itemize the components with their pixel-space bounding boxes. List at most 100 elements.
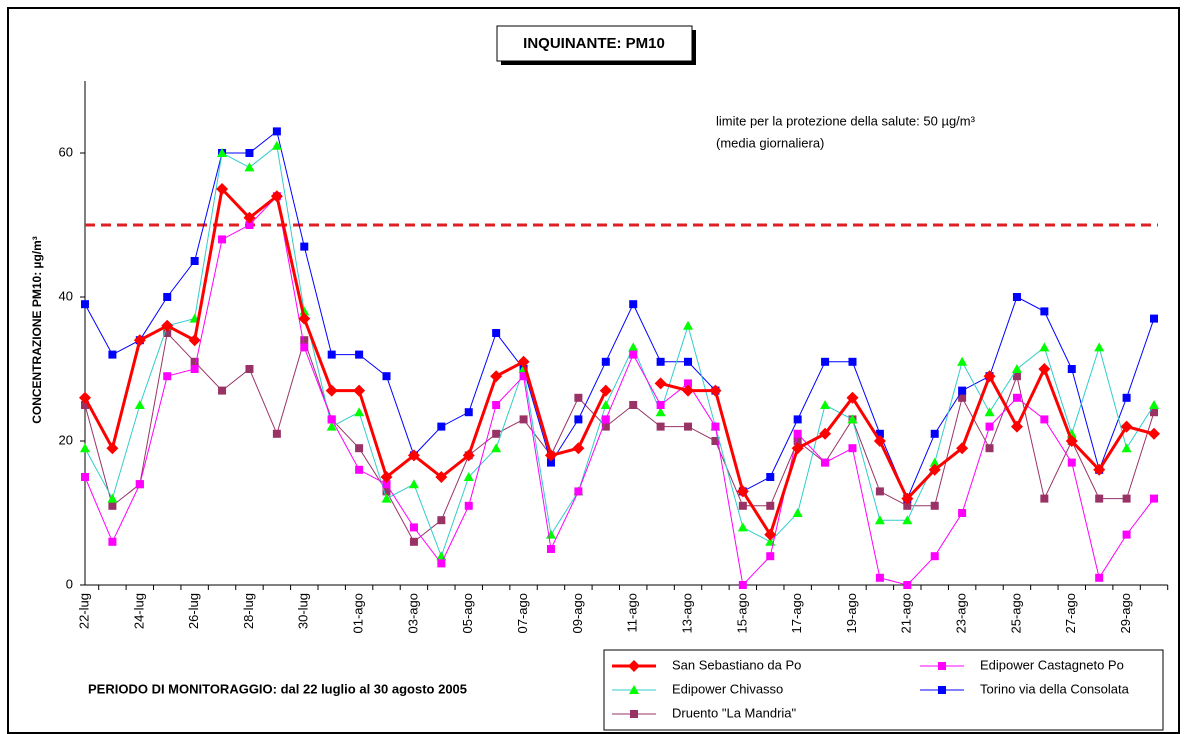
x-tick-label: 19-ago <box>844 593 859 633</box>
data-point <box>1122 393 1131 402</box>
data-point <box>135 480 144 489</box>
data-point <box>957 356 968 366</box>
data-point <box>464 408 473 417</box>
data-point <box>190 357 199 366</box>
data-point <box>766 501 775 510</box>
x-tick-label: 13-ago <box>679 593 694 633</box>
data-point <box>463 472 474 481</box>
data-point <box>300 336 309 345</box>
x-tick-label: 26-lug <box>186 593 201 629</box>
data-point <box>381 493 392 503</box>
data-point <box>902 515 913 525</box>
data-point <box>407 449 420 462</box>
data-point <box>107 493 118 503</box>
data-point <box>382 372 391 381</box>
data-point <box>190 257 199 265</box>
data-point <box>382 487 391 496</box>
data-point <box>245 365 254 373</box>
data-point <box>380 471 393 483</box>
data-point <box>1093 463 1106 476</box>
data-point <box>491 443 502 453</box>
data-point <box>544 449 557 462</box>
data-point <box>766 552 775 561</box>
data-point <box>108 501 117 510</box>
data-point <box>1122 494 1131 503</box>
data-point <box>218 235 227 244</box>
legend-marker <box>938 662 946 670</box>
data-point <box>1150 408 1158 417</box>
data-point <box>766 473 775 481</box>
series-line <box>84 195 1155 587</box>
legend-label: Edipower Castagneto Po <box>980 657 1124 672</box>
data-point <box>81 473 89 481</box>
y-axis-label: CONCENTRAZIONE PM10: µg/m³ <box>30 236 44 424</box>
annotation: limite per la protezione della salute: 5… <box>716 113 976 128</box>
data-point <box>958 393 967 402</box>
data-point <box>409 537 418 546</box>
data-point <box>437 516 446 525</box>
data-point <box>929 457 940 467</box>
data-point <box>490 370 503 383</box>
data-point <box>163 372 172 381</box>
data-point <box>546 545 555 553</box>
data-point <box>355 350 364 359</box>
data-point <box>216 183 229 195</box>
data-point <box>684 379 693 388</box>
data-point <box>108 537 117 546</box>
data-point <box>437 559 446 568</box>
x-tick-label: 07-ago <box>515 593 530 633</box>
data-point <box>629 300 638 309</box>
data-point <box>684 422 693 431</box>
data-point <box>956 442 969 455</box>
data-point <box>874 515 885 525</box>
data-point <box>133 334 146 347</box>
data-point <box>1148 427 1160 440</box>
title-box <box>496 25 693 62</box>
x-tick-label: 03-ago <box>405 593 420 633</box>
data-point <box>270 190 283 203</box>
data-point <box>492 429 501 438</box>
data-point <box>355 444 364 453</box>
data-point <box>958 386 967 395</box>
x-tick-label: 24-lug <box>131 593 146 629</box>
data-point <box>492 401 501 409</box>
data-point <box>1095 494 1104 503</box>
data-point <box>791 442 804 455</box>
data-point <box>574 393 583 402</box>
data-point <box>163 293 172 301</box>
data-point <box>1010 420 1023 433</box>
data-point <box>79 391 91 404</box>
legend-label: Torino via della Consolata <box>980 681 1130 696</box>
data-point <box>80 443 90 453</box>
y-tick-label: 40 <box>59 288 73 303</box>
data-point <box>793 429 802 438</box>
data-point <box>930 429 939 438</box>
data-point <box>958 509 967 517</box>
data-point <box>848 357 857 366</box>
data-point <box>244 162 255 172</box>
data-point <box>738 501 747 510</box>
chart-title: INQUINANTE: PM10 <box>523 35 665 52</box>
data-point <box>848 444 857 453</box>
data-point <box>601 415 610 424</box>
data-point <box>1120 420 1133 433</box>
data-point <box>1040 494 1049 503</box>
data-point <box>737 522 748 532</box>
data-point <box>462 449 475 462</box>
legend-box <box>603 649 1164 731</box>
data-point <box>1067 458 1076 467</box>
data-point <box>327 415 336 424</box>
legend-marker <box>630 710 638 718</box>
data-point <box>656 401 665 409</box>
data-point <box>684 357 693 366</box>
data-point <box>985 422 994 431</box>
data-point <box>326 421 337 431</box>
y-tick-label: 60 <box>59 144 73 159</box>
data-point <box>682 384 695 397</box>
x-tick-label: 15-ago <box>734 593 749 633</box>
data-point <box>846 391 859 404</box>
x-tick-label: 27-ago <box>1063 593 1078 633</box>
data-point <box>738 581 747 589</box>
annotation: (media giornaliera) <box>716 135 824 150</box>
